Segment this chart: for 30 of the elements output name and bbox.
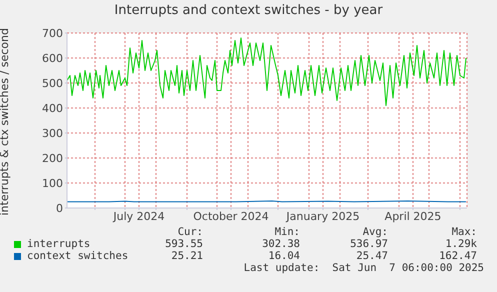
- y-tick-label: 0: [56, 202, 63, 215]
- legend-label: context switches: [27, 250, 128, 262]
- text: 25.47: [356, 250, 388, 262]
- chart-title: Interrupts and context switches - by year: [113, 3, 384, 18]
- legend-label: interrupts: [27, 238, 90, 250]
- text: Last update: Sat Jun 7 06:00:00 2025: [244, 262, 484, 274]
- text: 593.55: [165, 238, 203, 250]
- x-tick-label: January 2025: [285, 210, 360, 223]
- x-tick-label: April 2025: [384, 210, 442, 223]
- y-tick-label: 200: [42, 152, 63, 165]
- text: Min:: [274, 226, 300, 238]
- y-tick-label: 500: [42, 76, 63, 90]
- line-series: [67, 38, 466, 106]
- text: 302.38: [262, 238, 300, 250]
- x-tick-label: July 2024: [112, 210, 165, 223]
- y-tick-label: 300: [42, 126, 63, 140]
- x-tick-label: October 2024: [193, 210, 269, 223]
- text: Cur:: [178, 226, 203, 238]
- text: Max:: [452, 226, 477, 238]
- text: 25.21: [171, 250, 203, 262]
- text: 1.29k: [445, 238, 477, 250]
- y-tick-label: 700: [42, 26, 63, 40]
- y-axis-title: interrupts & ctx switches / second: [0, 28, 11, 216]
- y-tick-label: 600: [42, 52, 63, 65]
- text: 536.97: [350, 238, 388, 250]
- text: 162.47: [439, 250, 477, 262]
- text: Avg:: [362, 226, 388, 238]
- y-tick-label: 100: [42, 176, 63, 190]
- y-tick-label: 400: [42, 102, 63, 115]
- text: 16.04: [268, 250, 300, 262]
